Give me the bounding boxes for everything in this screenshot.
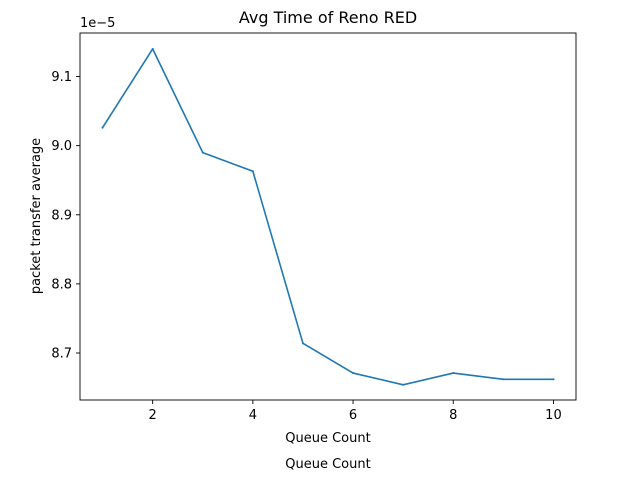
x-axis-label-secondary: Queue Count (285, 457, 370, 472)
y-tick-label: 9.1 (51, 70, 72, 85)
y-offset-label: 1e−5 (80, 16, 115, 31)
plot-frame (79, 32, 577, 401)
data-point (151, 47, 154, 50)
x-tick-label: 4 (249, 408, 257, 423)
data-point (502, 378, 505, 381)
chart-title: Avg Time of Reno RED (239, 8, 417, 27)
series-line (101, 48, 555, 386)
data-point (201, 151, 204, 154)
data-point (552, 378, 555, 381)
data-point (402, 383, 405, 386)
data-point (352, 372, 355, 375)
plot-area (101, 47, 555, 386)
y-tick-label: 8.9 (51, 208, 72, 223)
x-tick-label: 2 (149, 408, 157, 423)
x-tick-label: 6 (349, 408, 357, 423)
y-axis: 8.7 8.8 8.9 9.0 9.1 (51, 70, 80, 362)
x-axis-label: Queue Count (285, 431, 370, 446)
data-point (251, 170, 254, 173)
data-point (101, 126, 104, 129)
x-axis: 2 4 6 8 10 (149, 400, 562, 423)
x-tick-label: 8 (449, 408, 457, 423)
y-tick-label: 8.7 (51, 347, 72, 362)
y-tick-label: 8.8 (51, 277, 72, 292)
data-point (301, 342, 304, 345)
x-tick-label: 10 (545, 408, 562, 423)
data-point (452, 372, 455, 375)
y-axis-label: packet transfer average (29, 138, 44, 294)
y-tick-label: 9.0 (51, 139, 72, 154)
